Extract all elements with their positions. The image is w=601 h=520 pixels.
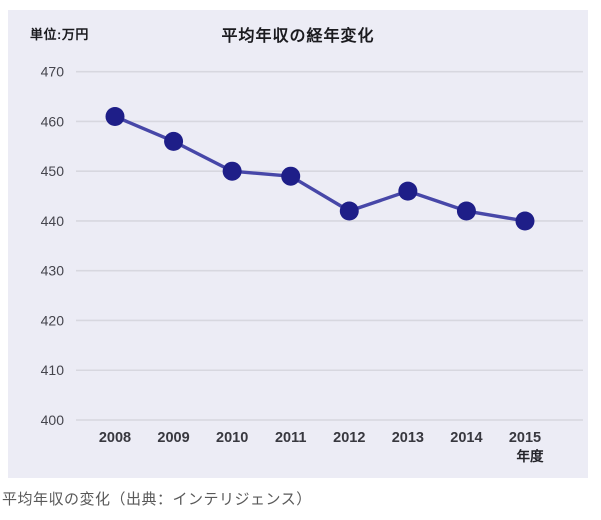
x-tick-label: 2011 (275, 430, 306, 446)
x-tick-label: 2009 (157, 430, 189, 446)
y-tick-label: 440 (41, 213, 65, 229)
x-tick-label: 2015 (509, 430, 541, 446)
x-axis-suffix-label: 年度 (516, 448, 544, 464)
y-tick-label: 470 (41, 64, 65, 80)
y-tick-label: 420 (41, 312, 65, 328)
x-tick-label: 2014 (450, 430, 482, 446)
x-tick-label: 2012 (333, 430, 365, 446)
data-point (456, 201, 476, 221)
x-tick-label: 2013 (392, 430, 424, 446)
data-point (515, 211, 535, 231)
data-point (164, 131, 184, 151)
y-tick-label: 400 (41, 412, 65, 428)
chart-title: 平均年収の経年変化 (221, 28, 375, 45)
data-point (105, 106, 125, 126)
x-tick-label: 2008 (99, 430, 131, 446)
data-point (281, 166, 301, 186)
data-line (113, 114, 527, 223)
chart-panel: 400 410 420 430 440 450 460 470 2008 2009 2010 2011… (8, 10, 588, 478)
y-tick-label: 460 (41, 113, 65, 129)
data-point (339, 201, 359, 221)
y-tick-label: 430 (41, 263, 65, 279)
x-tick-label: 2010 (216, 430, 248, 446)
y-axis-unit-label: 単位:万円 (30, 27, 89, 42)
data-point (398, 181, 418, 201)
line-chart: 400 410 420 430 440 450 460 470 2008 2009 2010 2011… (41, 64, 583, 464)
data-point (222, 161, 242, 181)
chart-source-caption: 平均年収の変化（出典：インテリジェンス） (2, 491, 312, 508)
y-tick-label: 410 (41, 362, 65, 378)
y-tick-label: 450 (41, 163, 65, 179)
